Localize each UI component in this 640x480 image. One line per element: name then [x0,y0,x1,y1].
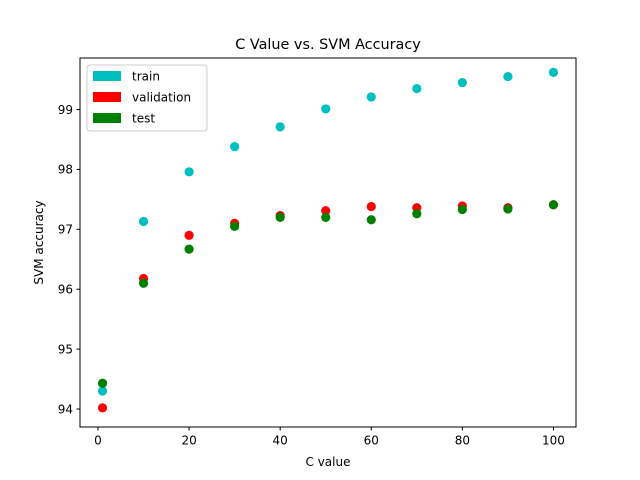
data-point-test [97,378,108,388]
data-point-validation [321,206,331,216]
series-train [97,67,559,396]
data-point-train [138,216,149,227]
data-point-train [230,142,240,152]
legend-label-train: train [132,69,160,83]
data-point-test [230,221,240,231]
data-point-validation [184,230,194,240]
data-point-test [184,244,194,254]
data-point-validation [366,201,376,212]
x-tick-label: 80 [455,434,470,448]
y-axis-label: SVM accuracy [32,200,46,284]
y-tick-label: 99 [58,103,73,117]
y-tick-label: 94 [58,402,73,416]
data-point-train [412,83,422,94]
data-point-test [548,200,559,210]
data-point-validation [97,403,108,413]
chart-title: C Value vs. SVM Accuracy [235,37,421,53]
data-point-test [457,204,467,215]
legend-swatch-train [93,71,121,81]
y-tick-label: 98 [58,163,73,177]
x-tick-label: 0 [94,434,102,448]
y-axis: 94 95 96 97 98 99 [58,103,80,416]
data-point-train [321,104,331,114]
x-tick-label: 40 [273,434,288,448]
x-axis-label: C value [306,455,351,469]
legend: train validation test [86,64,208,132]
data-points [97,67,559,413]
x-tick-label: 100 [542,434,565,448]
series-test [97,200,559,388]
data-point-test [503,204,513,214]
plot-frame [79,57,577,428]
data-point-train [184,167,194,177]
legend-swatch-validation [93,92,121,102]
data-point-train [548,67,559,77]
y-tick-label: 95 [58,342,73,356]
data-point-test [138,278,149,288]
data-point-test [366,215,376,225]
data-point-train [97,386,108,396]
data-point-test [412,209,422,219]
data-point-train [275,122,285,132]
y-tick-label: 96 [58,283,73,297]
x-axis: 0 20 40 60 80 100 [94,427,565,448]
data-point-train [503,71,513,82]
legend-label-test: test [132,111,155,125]
data-point-train [457,77,467,88]
data-point-test [321,212,331,222]
y-tick-label: 97 [58,223,73,237]
plot-area [79,57,577,428]
x-tick-label: 20 [181,434,196,448]
data-point-train [366,92,376,102]
legend-swatch-test [93,113,121,123]
legend-label-validation: validation [132,90,191,104]
data-point-test [275,212,285,222]
x-tick-label: 60 [364,434,379,448]
